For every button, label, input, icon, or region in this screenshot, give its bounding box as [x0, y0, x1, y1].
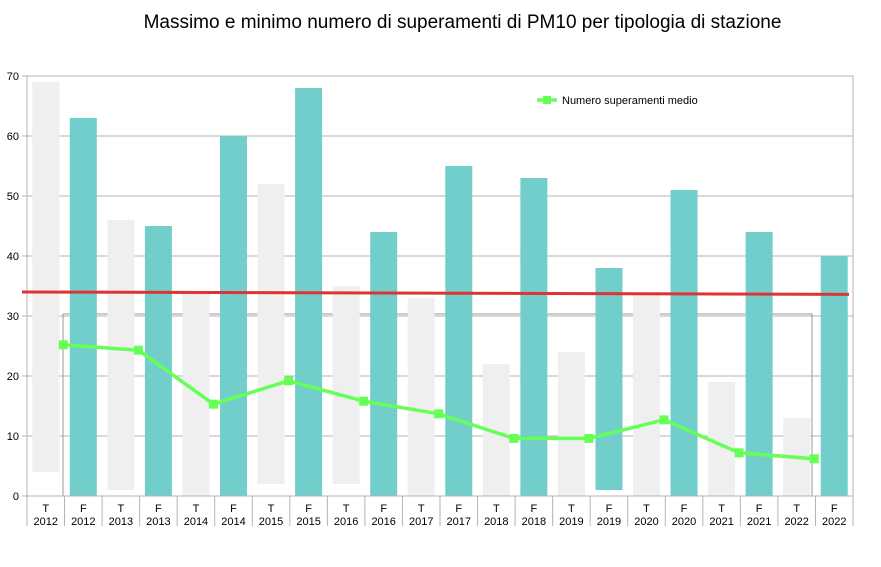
average-point: [509, 433, 519, 443]
y-tick-label: 30: [7, 311, 19, 323]
x-tick-type: F: [155, 503, 162, 515]
x-tick-year: 2022: [822, 516, 846, 528]
x-tick-year: 2017: [409, 516, 433, 528]
x-tick-type: T: [718, 503, 725, 515]
x-tick-year: 2018: [522, 516, 546, 528]
x-tick-year: 2015: [259, 516, 283, 528]
x-tick-type: F: [831, 503, 838, 515]
bar-f-2013: [144, 226, 172, 496]
bar-t-2012: [32, 82, 60, 472]
x-tick-year: 2016: [371, 516, 395, 528]
bar-f-2017: [445, 166, 473, 496]
x-tick-year: 2021: [709, 516, 733, 528]
average-point: [133, 345, 143, 355]
legend-marker: [543, 96, 551, 104]
x-tick-year: 2021: [747, 516, 771, 528]
y-tick-label: 60: [7, 131, 19, 143]
average-point: [809, 454, 819, 464]
x-tick-year: 2012: [71, 516, 95, 528]
x-tick-year: 2020: [672, 516, 696, 528]
legend-label: Numero superamenti medio: [562, 95, 698, 107]
x-tick-year: 2017: [447, 516, 471, 528]
x-tick-year: 2018: [484, 516, 508, 528]
x-tick-type: F: [606, 503, 613, 515]
x-tick-type: F: [230, 503, 237, 515]
average-point: [359, 396, 369, 406]
bar-f-2012: [69, 118, 97, 496]
x-tick-type: T: [793, 503, 800, 515]
y-tick-label: 40: [7, 251, 19, 263]
x-tick-year: 2013: [146, 516, 170, 528]
x-tick-type: F: [530, 503, 537, 515]
x-tick-year: 2015: [296, 516, 320, 528]
bar-f-2018: [520, 178, 548, 496]
average-point: [58, 340, 68, 350]
x-tick-year: 2020: [634, 516, 658, 528]
bar-t-2017: [407, 298, 435, 496]
x-tick-year: 2013: [109, 516, 133, 528]
x-tick-type: F: [380, 503, 387, 515]
average-line: [63, 343, 815, 461]
y-tick-label: 70: [7, 71, 19, 83]
y-tick-label: 20: [7, 371, 19, 383]
bar-t-2019: [557, 352, 585, 496]
x-tick-type: F: [681, 503, 688, 515]
x-tick-type: F: [756, 503, 763, 515]
chart-title: Massimo e minimo numero di superamenti d…: [143, 12, 782, 33]
x-tick-type: F: [455, 503, 462, 515]
x-tick-type: T: [568, 503, 575, 515]
x-tick-year: 2019: [559, 516, 583, 528]
bar-f-2016: [370, 232, 398, 496]
y-tick-label: 0: [13, 491, 19, 503]
x-tick-type: T: [493, 503, 500, 515]
average-point: [659, 415, 669, 425]
x-tick-type: T: [117, 503, 124, 515]
x-tick-type: T: [193, 503, 200, 515]
average-point: [434, 409, 444, 419]
bar-f-2019: [595, 268, 623, 490]
average-point: [734, 448, 744, 458]
bar-t-2020: [633, 292, 660, 496]
bar-f-2020: [670, 190, 698, 496]
bar-t-2021: [708, 382, 736, 496]
x-tick-year: 2016: [334, 516, 358, 528]
x-tick-type: T: [418, 503, 425, 515]
limit-line: [21, 290, 850, 296]
x-tick-type: T: [343, 503, 350, 515]
x-tick-type: F: [80, 503, 87, 515]
x-tick-type: T: [643, 503, 650, 515]
bar-f-2022: [820, 256, 848, 496]
y-tick-label: 50: [7, 191, 19, 203]
x-tick-type: T: [42, 503, 49, 515]
average-point: [284, 376, 294, 386]
x-tick-type: T: [268, 503, 275, 515]
x-tick-year: 2019: [597, 516, 621, 528]
inner-frame: [62, 313, 813, 497]
bar-t-2014: [182, 292, 210, 496]
average-point: [209, 399, 218, 409]
y-tick-label: 10: [7, 431, 19, 443]
bar-f-2014: [220, 136, 247, 496]
x-tick-year: 2014: [184, 516, 208, 528]
x-tick-year: 2014: [221, 516, 245, 528]
x-tick-year: 2012: [34, 516, 58, 528]
average-point: [584, 433, 594, 443]
x-tick-year: 2022: [784, 516, 808, 528]
x-tick-type: F: [305, 503, 312, 515]
bar-t-2013: [107, 220, 135, 490]
bar-t-2015: [257, 184, 285, 484]
bar-t-2016: [332, 286, 360, 484]
